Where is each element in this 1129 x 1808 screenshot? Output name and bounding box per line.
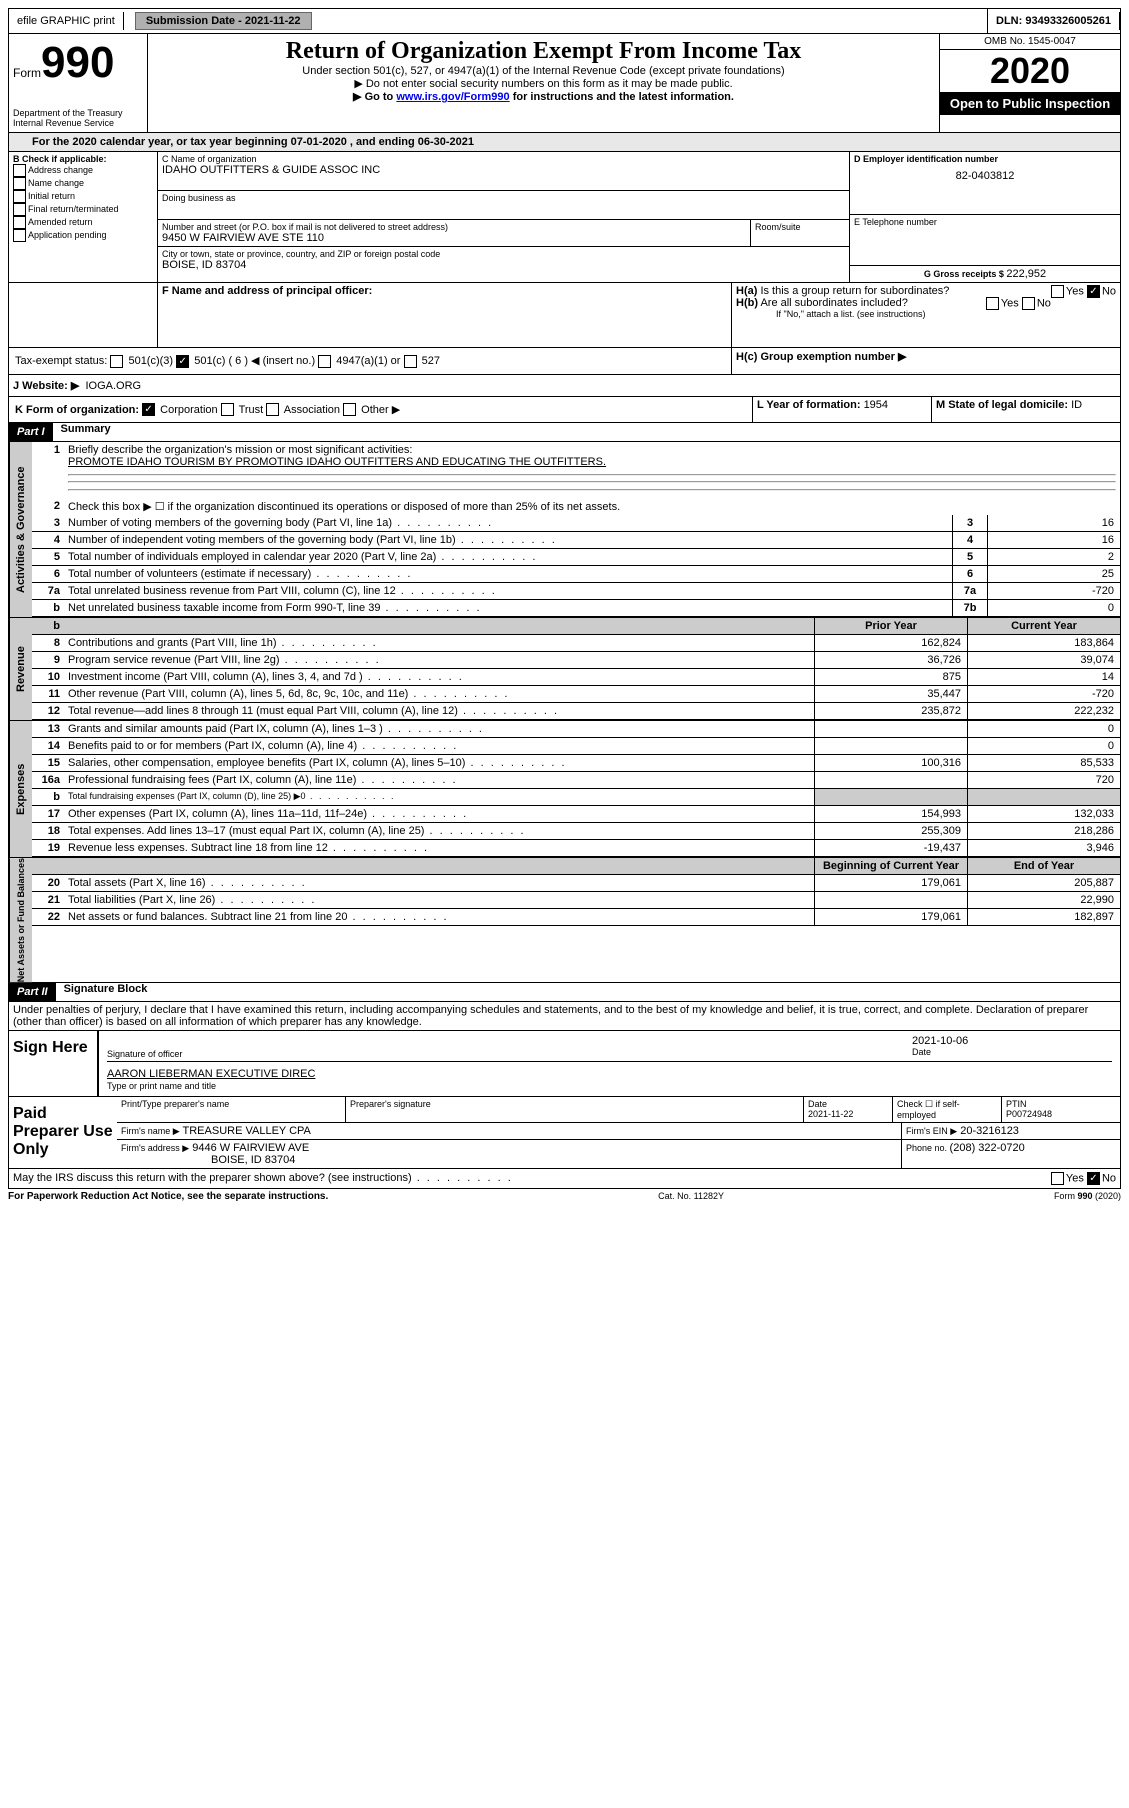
year-formation: 1954 [864,399,888,411]
street-addr: 9450 W FAIRVIEW AVE STE 110 [162,232,746,244]
expenses-section: Expenses 13Grants and similar amounts pa… [8,721,1121,858]
sign-date: 2021-10-06 [912,1035,1112,1047]
netassets-section: Net Assets or Fund Balances Beginning of… [8,858,1121,983]
addr-label: Number and street (or P.O. box if mail i… [162,222,746,232]
final-return-cb[interactable] [13,203,26,216]
box-f: F Name and address of principal officer: [162,285,372,297]
klm-row: K Form of organization: Corporation Trus… [8,397,1121,424]
efile-label: efile GRAPHIC print [9,12,124,30]
form990-link[interactable]: www.irs.gov/Form990 [396,91,509,103]
h-c: H(c) Group exemption number ▶ [736,351,906,363]
app-pending-cb[interactable] [13,229,26,242]
paid-preparer-block: Paid Preparer Use Only Print/Type prepar… [8,1097,1121,1169]
note1: ▶ Do not enter social security numbers o… [152,77,935,90]
firm-addr2: BOISE, ID 83704 [121,1154,295,1166]
line-a: For the 2020 calendar year, or tax year … [8,133,1121,152]
org-name-label: C Name of organization [162,154,845,164]
activities-section: Activities & Governance 1 Briefly descri… [8,442,1121,618]
form-number: 990 [41,38,114,87]
omb: OMB No. 1545-0047 [940,34,1120,50]
subtitle: Under section 501(c), 527, or 4947(a)(1)… [152,65,935,77]
penalties: Under penalties of perjury, I declare th… [8,1002,1121,1031]
city-val: BOISE, ID 83704 [162,259,845,271]
name-change-cb[interactable] [13,177,26,190]
expenses-label: Expenses [9,721,32,857]
addr-change-cb[interactable] [13,164,26,177]
room-label: Room/suite [750,220,849,246]
line1-text: Briefly describe the organization's miss… [68,444,412,456]
firm-ein: 20-3216123 [960,1125,1019,1137]
firm-name: TREASURE VALLEY CPA [183,1125,311,1137]
org-name: IDAHO OUTFITTERS & GUIDE ASSOC INC [162,164,845,176]
h-b: H(b) Are all subordinates included? Yes … [736,297,1116,309]
part2-header: Part II Signature Block [8,983,1121,1002]
h-a: H(a) Is this a group return for subordin… [736,285,1116,297]
firm-phone: (208) 322-0720 [950,1142,1025,1154]
submission-btn[interactable]: Submission Date - 2021-11-22 [135,12,312,30]
revenue-section: Revenue b Prior Year Current Year 8Contr… [8,618,1121,721]
activities-label: Activities & Governance [9,442,32,617]
initial-return-cb[interactable] [13,190,26,203]
website-val: IOGA.ORG [85,380,141,392]
sign-here-label: Sign Here [9,1031,97,1096]
state-domicile: ID [1071,399,1082,411]
tax-year: 2020 [940,50,1120,92]
inspection: Open to Public Inspection [940,92,1120,115]
form-header: Form990 Department of the Treasury Inter… [8,34,1121,133]
form-title: Return of Organization Exempt From Incom… [152,38,935,65]
dept1: Department of the Treasury [13,108,143,118]
box-b-title: B Check if applicable: [13,154,107,164]
footer: For Paperwork Reduction Act Notice, see … [8,1189,1121,1202]
website-label: J Website: ▶ [13,380,79,392]
prep-date: 2021-11-22 [808,1109,853,1119]
mission-text: PROMOTE IDAHO TOURISM BY PROMOTING IDAHO… [68,456,606,468]
city-label: City or town, state or province, country… [162,249,845,259]
gross-val: 222,952 [1006,268,1046,280]
org-info-block: B Check if applicable: Address change Na… [8,152,1121,283]
form-label: Form [13,66,41,80]
irs-discuss-row: May the IRS discuss this return with the… [8,1169,1121,1189]
ein-val: 82-0403812 [854,164,1116,182]
note2: ▶ Go to www.irs.gov/Form990 for instruct… [152,90,935,103]
netassets-label: Net Assets or Fund Balances [9,858,32,982]
dept2: Internal Revenue Service [13,118,143,128]
paid-preparer-label: Paid Preparer Use Only [9,1097,117,1168]
f-h-block: F Name and address of principal officer:… [8,283,1121,348]
part1-header: Part I Summary [8,423,1121,442]
top-bar: efile GRAPHIC print Submission Date - 20… [8,8,1121,34]
amended-cb[interactable] [13,216,26,229]
ptin: P00724948 [1006,1109,1052,1119]
dba-label: Doing business as [162,193,845,203]
tax-exempt-row: Tax-exempt status: 501(c)(3) 501(c) ( 6 … [8,348,1121,375]
line2-text: Check this box ▶ ☐ if the organization d… [64,498,1120,515]
website-row: J Website: ▶ IOGA.ORG [8,375,1121,397]
dln: DLN: 93493326005261 [988,12,1120,30]
firm-addr1: 9446 W FAIRVIEW AVE [192,1142,309,1154]
revenue-label: Revenue [9,618,32,720]
ein-label: D Employer identification number [854,154,998,164]
sign-block: Sign Here Signature of officer 2021-10-0… [8,1031,1121,1097]
h-b-note: If "No," attach a list. (see instruction… [736,309,1116,319]
officer-name: AARON LIEBERMAN EXECUTIVE DIREC [107,1068,315,1080]
gross-label: G Gross receipts $ [924,269,1007,279]
phone-label: E Telephone number [854,217,1116,227]
